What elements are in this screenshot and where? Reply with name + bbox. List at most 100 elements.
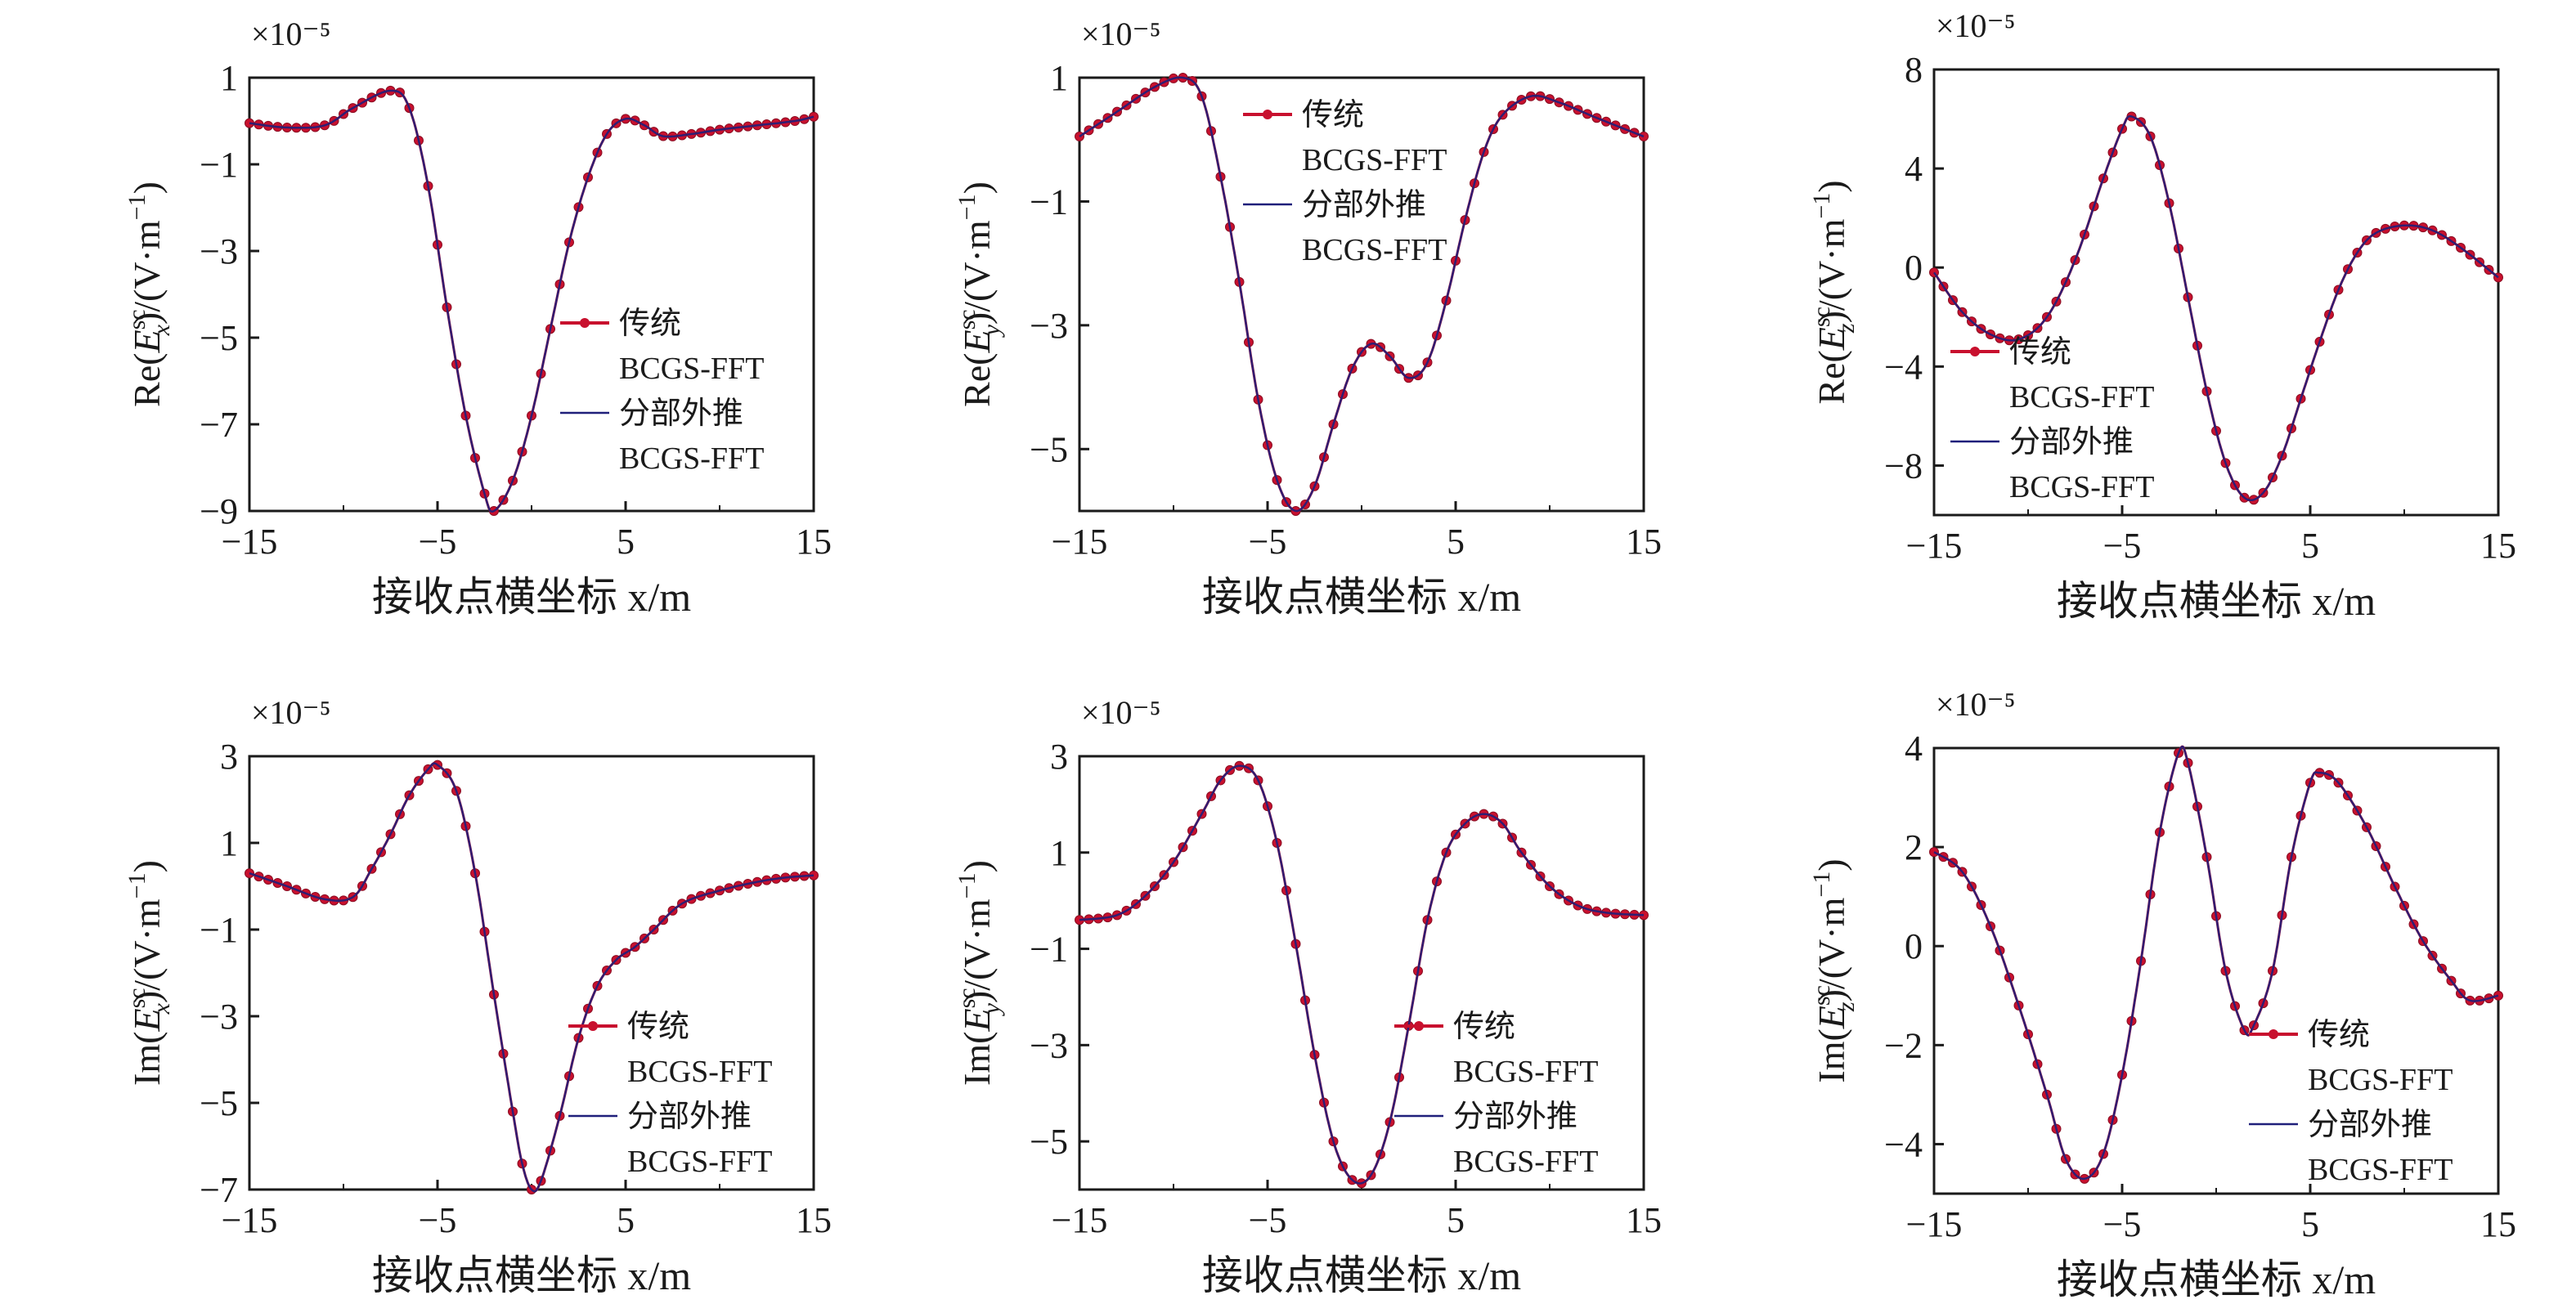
legend-label: BCGS-FFT xyxy=(1453,1055,1598,1089)
legend: 传统 BCGS-FFT 分部外推 BCGS-FFT xyxy=(1243,98,1447,267)
series-line-extrapolated xyxy=(249,762,815,1193)
series-line-extrapolated xyxy=(1933,745,2499,1181)
x-tick-label: −5 xyxy=(2103,526,2142,566)
y-tick-label: −1 xyxy=(200,910,238,950)
chart-panel-4: −15 −5 5 15 3 1 −1 −3 −5 −7 ×10⁻⁵ 接收点横坐标 x/m Im(Escx… xyxy=(123,694,832,1298)
data-point xyxy=(1929,847,1939,858)
legend-marker-traditional xyxy=(1414,1021,1424,1031)
legend-label: 传统 xyxy=(619,307,681,341)
x-tick-label: 5 xyxy=(2301,1204,2319,1244)
y-tick-label: −3 xyxy=(200,997,238,1037)
y-tick-label: 4 xyxy=(1905,149,1923,189)
legend: 传统 BCGS-FFT 分部外推 BCGS-FFT xyxy=(2249,1018,2453,1187)
chart-panel-2: −15 −5 5 15 1 −1 −3 −5 ×10⁻⁵ 接收点横坐标 x/m Re(Escy)/(… xyxy=(954,16,1662,620)
y-axis-label: Re(Escy)/(V·m−1) xyxy=(954,181,1005,407)
legend-label: 分部外推 xyxy=(1453,1100,1577,1134)
legend-label: 分部外推 xyxy=(627,1100,752,1134)
y-tick-label: −1 xyxy=(1030,181,1068,222)
legend-label: BCGS-FFT xyxy=(1453,1145,1598,1179)
scale-note: ×10⁻⁵ xyxy=(251,694,331,731)
x-tick-label: −15 xyxy=(1906,1204,1963,1244)
y-tick-label: 3 xyxy=(1050,737,1068,777)
x-axis-label: 接收点横坐标 x/m xyxy=(2057,578,2376,624)
x-tick-label: −15 xyxy=(1052,522,1108,562)
x-tick-label: 5 xyxy=(2301,526,2319,566)
y-tick-label: −3 xyxy=(1030,1025,1068,1065)
y-tick-label: −8 xyxy=(1884,446,1923,486)
x-tick-label: 5 xyxy=(1447,1200,1465,1240)
y-tick-label: −5 xyxy=(200,318,238,358)
x-tick-label: −5 xyxy=(419,1200,457,1240)
y-tick-label: −7 xyxy=(200,405,238,445)
x-tick-label: 5 xyxy=(617,1200,635,1240)
legend: 传统 BCGS-FFT 分部外推 BCGS-FFT xyxy=(1950,335,2154,504)
legend-marker-traditional xyxy=(580,318,590,328)
x-tick-label: 15 xyxy=(1626,1200,1662,1240)
y-axis-label: Re(Escz)/(V·m−1) xyxy=(1808,180,1860,404)
y-tick-label: −7 xyxy=(200,1170,238,1210)
y-tick-label: −1 xyxy=(1030,930,1068,970)
x-tick-label: −15 xyxy=(222,1200,278,1240)
y-axis-label: Im(Escz)/(V·m−1) xyxy=(1808,858,1860,1082)
y-tick-label: −4 xyxy=(1884,347,1923,387)
x-tick-label: −15 xyxy=(1906,526,1963,566)
legend-marker-traditional xyxy=(1263,110,1272,119)
x-tick-label: −15 xyxy=(1052,1200,1108,1240)
y-tick-label: 1 xyxy=(220,823,238,863)
legend-label: 传统 xyxy=(1453,1010,1515,1044)
chart-panel-5: −15 −5 5 15 3 1 −1 −3 −5 ×10⁻⁵ 接收点横坐标 x/m Im(Escy)/… xyxy=(954,694,1662,1298)
y-tick-label: 0 xyxy=(1905,926,1923,966)
y-tick-label: −3 xyxy=(1030,306,1068,346)
x-axis-label: 接收点横坐标 x/m xyxy=(1202,1253,1521,1298)
legend-label: BCGS-FFT xyxy=(2009,380,2154,415)
chart-panel-3: −15 −5 5 15 8 4 0 −4 −8 ×10⁻⁵ 接收点横坐标 x/m Re(Escz)/(… xyxy=(1808,7,2516,624)
data-point xyxy=(1639,131,1649,141)
y-tick-label: −3 xyxy=(200,231,238,271)
legend-label: 分部外推 xyxy=(2308,1108,2432,1142)
legend-label: BCGS-FFT xyxy=(1302,143,1447,177)
legend-marker-traditional xyxy=(2269,1029,2278,1039)
scale-note: ×10⁻⁵ xyxy=(1081,16,1161,52)
x-tick-label: −15 xyxy=(222,522,278,562)
series-line-extrapolated xyxy=(1079,764,1645,1185)
x-tick-label: 15 xyxy=(796,522,832,562)
x-axis-label: 接收点横坐标 x/m xyxy=(1202,574,1521,620)
series-markers-traditional xyxy=(1075,73,1649,516)
y-tick-label: 0 xyxy=(1905,248,1923,288)
legend-label: BCGS-FFT xyxy=(2308,1063,2453,1097)
series-line-extrapolated xyxy=(1932,114,2499,502)
y-axis-label: Re(Escx)/(V·m−1) xyxy=(123,181,175,407)
y-tick-label: −2 xyxy=(1884,1025,1923,1065)
legend-label: 分部外推 xyxy=(2009,425,2134,459)
x-tick-label: 15 xyxy=(2480,526,2516,566)
x-tick-label: −5 xyxy=(1249,522,1287,562)
scale-note: ×10⁻⁵ xyxy=(1081,694,1161,731)
legend-label: BCGS-FFT xyxy=(1302,233,1447,267)
y-tick-label: 8 xyxy=(1905,50,1923,90)
y-tick-label: 1 xyxy=(1050,833,1068,873)
legend-label: 传统 xyxy=(2308,1018,2370,1052)
y-axis-label: Im(Escx)/(V·m−1) xyxy=(123,860,175,1086)
y-tick-label: −5 xyxy=(200,1083,238,1123)
x-tick-label: 15 xyxy=(796,1200,832,1240)
y-axis-label: Im(Escy)/(V·m−1) xyxy=(954,860,1005,1086)
y-tick-label: −5 xyxy=(1030,429,1068,469)
chart-panel-6: −15 −5 5 15 4 2 0 −2 −4 ×10⁻⁵ 接收点横坐标 x/m Im(Escz)/(… xyxy=(1808,686,2516,1302)
x-tick-label: 15 xyxy=(2480,1204,2516,1244)
scale-note: ×10⁻⁵ xyxy=(251,16,331,52)
legend-label: BCGS-FFT xyxy=(627,1055,772,1089)
legend-label: BCGS-FFT xyxy=(627,1145,772,1179)
scale-note: ×10⁻⁵ xyxy=(1936,7,2016,44)
y-tick-label: −1 xyxy=(200,145,238,185)
data-point xyxy=(2493,990,2503,1001)
chart-panel-1: −15 −5 5 15 1 −1 −3 −5 −7 −9 ×10⁻⁵ 接收点横坐标 x/m Re(Esc… xyxy=(123,16,832,620)
x-tick-label: 5 xyxy=(1447,522,1465,562)
legend-label: 传统 xyxy=(2009,335,2071,370)
series-line-extrapolated xyxy=(1079,76,1645,513)
legend-marker-traditional xyxy=(1970,347,1980,356)
legend-label: 分部外推 xyxy=(1302,188,1426,222)
y-tick-label: −4 xyxy=(1884,1124,1923,1164)
legend: 传统 BCGS-FFT 分部外推 BCGS-FFT xyxy=(568,1010,772,1179)
x-tick-label: 15 xyxy=(1626,522,1662,562)
